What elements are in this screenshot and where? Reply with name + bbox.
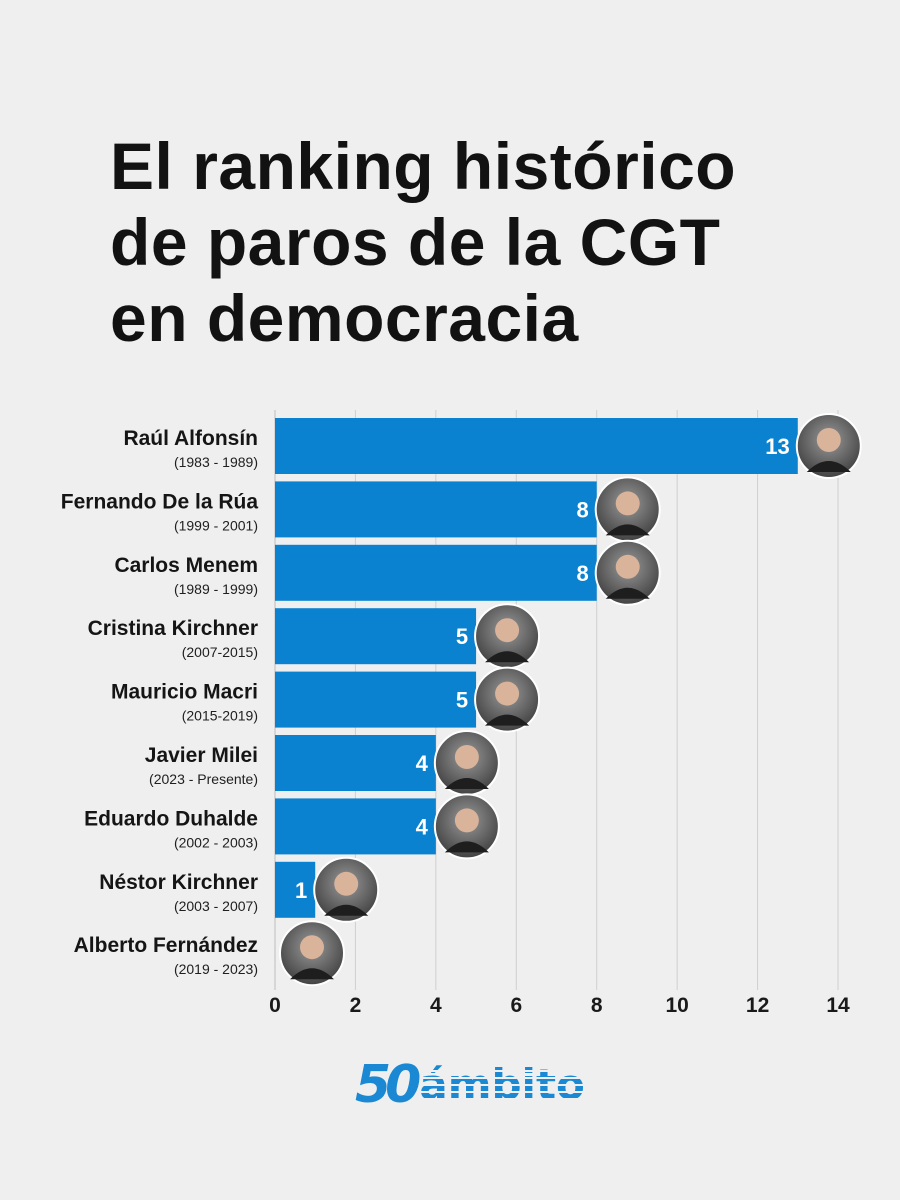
x-tick-label: 10 [665,994,688,1017]
avatar-shoulders [485,714,530,726]
category-label: Cristina Kirchner [88,617,258,640]
period-label: (2007-2015) [182,644,258,660]
bar [275,735,436,791]
person-portrait-icon [474,666,541,733]
data-label: 8 [576,561,588,586]
period-label: (2002 - 2003) [174,834,258,850]
person-portrait-icon [795,413,862,479]
category-label: Eduardo Duhalde [84,807,258,830]
period-label: (2023 - Presente) [149,771,258,787]
x-tick-label: 2 [350,994,362,1017]
person-portrait-icon [433,793,500,860]
avatar-shoulders [444,841,489,853]
x-tick-label: 8 [591,994,603,1017]
avatar-face [300,935,324,960]
title-line-3: en democracia [110,281,579,355]
data-label: 8 [576,497,588,522]
ambito-logo: 50 ámbito [355,1058,585,1112]
data-label: 5 [456,688,468,713]
category-label: Javier Milei [145,744,258,767]
avatar-face [334,871,359,896]
logo-number: 50 [355,1055,421,1115]
period-label: (1983 - 1989) [174,454,258,470]
x-tick-label: 12 [746,994,769,1017]
category-label: Carlos Menem [114,554,258,577]
avatar-face [495,681,520,706]
category-label: Fernando De la Rúa [61,490,259,513]
period-label: (2015-2019) [182,708,258,724]
category-label: Néstor Kirchner [99,871,258,894]
chart-title: El ranking histórico de paros de la CGT … [110,128,810,356]
title-line-1: El ranking histórico [110,129,737,203]
avatar-face [816,428,841,452]
bar [275,481,597,538]
bar [275,671,477,728]
bar [275,418,798,474]
bar [275,861,316,918]
data-label: 5 [456,624,468,649]
avatar-shoulders [605,524,650,536]
data-label: 4 [416,751,429,776]
bar [275,544,597,601]
data-label: 4 [416,814,429,839]
avatar-shoulders [605,587,650,599]
data-label: 1 [295,878,307,903]
person-portrait-icon [433,730,500,796]
x-tick-label: 0 [269,994,281,1017]
data-label: 13 [765,434,789,459]
period-label: (1989 - 1999) [174,581,258,597]
category-label: Mauricio Macri [111,681,258,704]
avatar-face [615,554,640,579]
x-tick-label: 14 [826,994,850,1017]
period-label: (2019 - 2023) [174,961,258,977]
logo-word: ámbito [419,1058,585,1112]
period-label: (2003 - 2007) [174,898,258,914]
title-line-2: de paros de la CGT [110,205,721,279]
person-portrait-icon [313,856,380,923]
x-tick-label: 4 [430,994,442,1017]
avatar-face [454,808,479,833]
category-label: Alberto Fernández [74,934,258,957]
period-label: (1999 - 2001) [174,517,258,533]
avatar-face [615,491,640,516]
person-portrait-icon [594,476,661,543]
avatar-face [454,745,479,769]
avatar-face [495,618,520,643]
person-portrait-icon [594,539,661,606]
person-portrait-icon [474,603,541,670]
avatar-shoulders [485,651,530,663]
avatar-shoulders [290,968,334,980]
avatar-shoulders [806,461,851,472]
bar [275,798,436,855]
category-label: Raúl Alfonsín [123,427,258,450]
x-tick-label: 6 [510,994,522,1017]
avatar-shoulders [444,778,489,789]
avatar-shoulders [324,904,369,916]
bar [275,608,477,665]
person-portrait-icon [279,920,345,987]
